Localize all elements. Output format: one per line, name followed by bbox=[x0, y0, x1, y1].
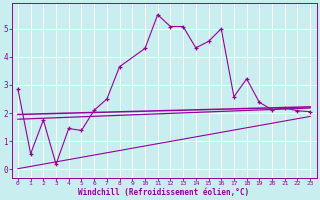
X-axis label: Windchill (Refroidissement éolien,°C): Windchill (Refroidissement éolien,°C) bbox=[78, 188, 250, 197]
